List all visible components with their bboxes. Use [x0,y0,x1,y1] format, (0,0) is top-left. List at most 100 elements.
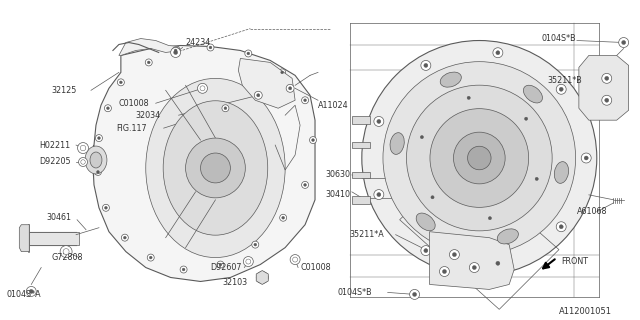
Circle shape [377,193,381,196]
Ellipse shape [554,162,568,183]
Text: C01008: C01008 [119,99,150,108]
Circle shape [104,105,111,112]
Circle shape [200,86,205,91]
Polygon shape [119,38,180,55]
Circle shape [310,137,317,144]
Circle shape [410,289,420,300]
Circle shape [301,181,308,188]
Circle shape [29,289,33,293]
Circle shape [312,139,314,141]
Ellipse shape [163,101,268,235]
Text: 0104S*B: 0104S*B [338,288,372,297]
Circle shape [362,41,596,276]
Circle shape [200,153,230,183]
Text: FRONT: FRONT [561,257,588,266]
Circle shape [454,132,505,184]
Circle shape [207,44,214,51]
Circle shape [254,243,257,246]
Circle shape [256,271,268,284]
Text: C01008: C01008 [300,263,331,272]
Circle shape [421,246,431,256]
Circle shape [95,168,102,175]
Circle shape [104,206,108,209]
Circle shape [186,138,245,198]
Circle shape [292,257,298,262]
Circle shape [145,59,152,66]
Circle shape [431,196,434,199]
Circle shape [224,107,227,110]
Circle shape [286,84,294,92]
Circle shape [60,246,72,258]
Text: 0104S*A: 0104S*A [6,290,41,299]
Circle shape [222,105,229,112]
Bar [352,172,370,178]
Circle shape [97,171,99,173]
Circle shape [282,216,285,219]
Text: A61068: A61068 [577,207,607,216]
Circle shape [605,98,609,102]
Circle shape [532,175,541,183]
Circle shape [120,81,122,84]
Ellipse shape [440,72,461,87]
Text: 32125: 32125 [51,86,77,95]
Circle shape [217,261,224,268]
Text: G72808: G72808 [51,253,83,262]
Circle shape [522,115,530,123]
Polygon shape [579,55,628,120]
Circle shape [430,109,529,207]
Circle shape [290,255,300,265]
Text: D92607: D92607 [211,263,242,272]
Ellipse shape [497,229,518,244]
Circle shape [198,83,207,93]
Text: 30410: 30410 [325,190,350,199]
Ellipse shape [524,85,543,103]
Bar [352,116,370,124]
Circle shape [602,95,612,105]
Text: 30630: 30630 [325,171,350,180]
Bar [352,142,370,148]
Circle shape [581,153,591,163]
Circle shape [619,37,628,47]
Circle shape [301,97,308,104]
Ellipse shape [85,146,107,174]
Circle shape [257,94,260,97]
Circle shape [602,73,612,83]
Circle shape [374,116,384,126]
Text: FIG.117: FIG.117 [116,124,147,132]
Circle shape [303,99,307,102]
Circle shape [63,249,69,255]
Circle shape [252,241,259,248]
Circle shape [97,137,100,140]
Circle shape [254,91,262,99]
Text: 35211*A: 35211*A [350,230,385,239]
Text: 32103: 32103 [223,278,248,287]
Circle shape [289,87,292,90]
Ellipse shape [90,152,102,168]
Circle shape [171,47,180,58]
Text: D92205: D92205 [39,157,71,166]
Circle shape [280,214,287,221]
Circle shape [440,267,449,276]
Circle shape [172,47,179,54]
Circle shape [374,189,384,200]
Circle shape [424,63,428,68]
Polygon shape [238,59,295,108]
Circle shape [106,107,109,110]
Ellipse shape [416,213,435,231]
Circle shape [486,214,494,222]
Circle shape [77,143,88,154]
Circle shape [584,156,588,160]
Polygon shape [429,232,514,289]
Circle shape [95,135,102,141]
Circle shape [493,48,503,58]
Circle shape [174,49,177,52]
Circle shape [418,133,426,141]
Text: 0104S*B: 0104S*B [541,34,575,43]
Circle shape [260,275,265,280]
Circle shape [420,136,424,139]
Circle shape [247,52,250,55]
Circle shape [122,234,129,241]
Text: A112001051: A112001051 [559,307,612,316]
Circle shape [102,204,109,211]
Circle shape [209,46,212,49]
